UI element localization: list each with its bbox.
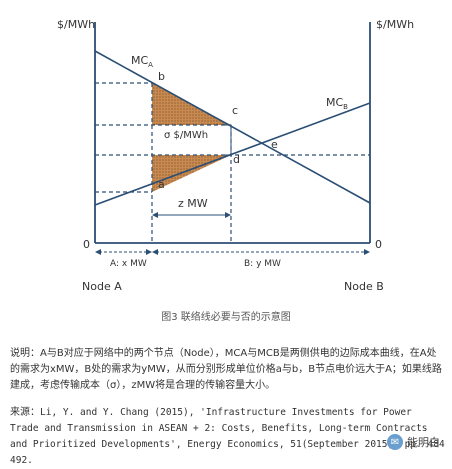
wechat-icon: ✉ <box>387 434 403 450</box>
node-a-arrow-right-head <box>146 249 152 255</box>
origin-right-label: 0 <box>375 238 382 251</box>
left-axis-label: $/MWh <box>57 18 95 31</box>
z-mw-label: z MW <box>178 197 208 210</box>
source-text: Li, Y. and Y. Chang (2015), 'Infrastruct… <box>10 407 445 466</box>
node-b-arrow-left-head <box>152 249 158 255</box>
point-b-label: b <box>158 70 165 83</box>
node-a-label: Node A <box>82 280 122 293</box>
node-b-arrow-right-head <box>364 249 370 255</box>
source-citation: 来源：Li, Y. and Y. Chang (2015), 'Infrastr… <box>10 405 445 469</box>
point-e-label: e <box>271 138 278 151</box>
point-d-label: d <box>233 153 240 166</box>
watermark: ✉ 能明白 <box>387 434 440 450</box>
z-arrow-right-head <box>225 212 231 218</box>
node-a-demand-label: A: x MW <box>110 259 147 269</box>
mc-b-label: MCB <box>326 96 348 111</box>
sigma-bracket <box>222 124 232 156</box>
z-arrow-left-head <box>152 212 158 218</box>
marginal-cost-diagram: $/MWh $/MWh MCA MCB b c d a e σ $/MWh z … <box>57 18 414 293</box>
point-c-label: c <box>232 104 238 117</box>
sigma-label: σ $/MWh <box>164 130 208 141</box>
mc-a-curve <box>94 50 371 204</box>
node-a-arrow-left-head <box>95 249 101 255</box>
shaded-area-lower <box>152 155 231 192</box>
node-b-label: Node B <box>344 280 384 293</box>
origin-left-label: 0 <box>83 238 90 251</box>
explanation-text: 说明：A与B对应于网络中的两个节点（Node），MCA与MCB是两侧供电的边际成… <box>10 348 442 391</box>
mc-a-label: MCA <box>131 54 153 69</box>
point-a-label: a <box>158 178 165 191</box>
watermark-text: 能明白 <box>407 436 440 449</box>
node-b-demand-label: B: y MW <box>244 259 281 269</box>
source-prefix: 来源： <box>10 407 40 418</box>
mc-b-curve <box>94 102 371 206</box>
figure-caption: 图3 联络线必要与否的示意图 <box>161 312 291 323</box>
right-axis-label: $/MWh <box>376 18 414 31</box>
